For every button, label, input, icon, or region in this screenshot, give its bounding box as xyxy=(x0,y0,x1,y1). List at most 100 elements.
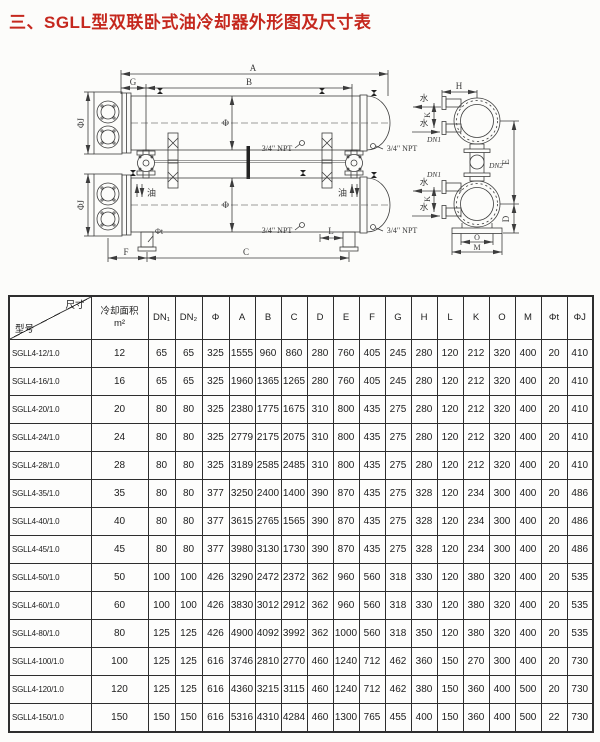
table-cell: 320 xyxy=(488,339,516,368)
dimension-phij-bottom: ΦJ xyxy=(76,173,94,237)
table-cell: 870 xyxy=(332,479,360,508)
table-cell: 3250 xyxy=(228,479,256,508)
top-cylinder: Φ xyxy=(93,88,391,155)
table-cell: 2400 xyxy=(254,479,282,508)
table-row: SGLL4-60/1.0 60 100 100 426 3830 3012 2912 362 96… xyxy=(8,591,594,620)
dimension-k: K K xyxy=(423,103,437,212)
oil-cooler-outline-drawing: A G B xyxy=(76,63,519,262)
table-cell: 435 xyxy=(358,507,386,536)
table-cell: 712 xyxy=(358,647,386,676)
dim-label-phi: Φ xyxy=(222,118,229,128)
table-cell: 1000 xyxy=(332,619,360,648)
table-cell: 45 xyxy=(90,535,149,564)
table-cell: 20 xyxy=(540,507,568,536)
table-cell: 318 xyxy=(384,591,412,620)
table-header-row: 尺寸 型号 冷却面积 m² DN₁ DN₂ Φ A B C D E F G H L K O M Φt ΦJ xyxy=(8,295,594,340)
table-cell: 410 xyxy=(566,367,594,396)
table-cell: 400 xyxy=(514,507,542,536)
table-cell: 275 xyxy=(384,507,412,536)
table-cell: 560 xyxy=(358,563,386,592)
dim-label-k: K xyxy=(423,112,432,118)
table-cell: 2372 xyxy=(280,563,308,592)
table-cell: 3746 xyxy=(228,647,256,676)
table-cell: 320 xyxy=(488,563,516,592)
dim-label-phij: ΦJ xyxy=(76,199,86,210)
table-cell: 616 xyxy=(201,703,230,733)
table-cell: 80 xyxy=(147,395,176,424)
table-cell: 150 xyxy=(436,675,464,704)
table-cell: 270 xyxy=(462,647,490,676)
table-cell: 3980 xyxy=(228,535,256,564)
table-row: SGLL4-150/1.0 150 150 150 616 5316 4310 4284 460… xyxy=(8,703,594,733)
dn1-label: DN1 xyxy=(426,170,441,179)
dim-label-b: B xyxy=(246,77,252,87)
table-cell: 275 xyxy=(384,395,412,424)
dimension-h: H xyxy=(441,81,478,98)
table-cell: 405 xyxy=(358,339,386,368)
table-cell: 1240 xyxy=(332,675,360,704)
table-cell: 400 xyxy=(514,395,542,424)
table-cell: 20 xyxy=(540,647,568,676)
table-header-cell: F xyxy=(358,295,386,340)
dim-label-m: M xyxy=(473,243,480,252)
table-cell: 80 xyxy=(174,423,203,452)
valve-left xyxy=(136,149,156,179)
table-cell: 20 xyxy=(540,563,568,592)
table-cell: 275 xyxy=(384,479,412,508)
table-cell: 360 xyxy=(462,703,490,733)
table-cell: 16 xyxy=(90,367,149,396)
table-cell: 100 xyxy=(174,591,203,620)
table-cell: 328 xyxy=(410,479,438,508)
table-cell: 380 xyxy=(462,591,490,620)
npt-labels-top: 3/4" NPT 3/4" NPT xyxy=(262,143,418,153)
table-cell: 100 xyxy=(90,647,149,676)
table-cell: 125 xyxy=(174,619,203,648)
table-cell: 400 xyxy=(514,647,542,676)
dim-label-phi: Φ xyxy=(222,200,229,210)
table-cell: 100 xyxy=(147,563,176,592)
model-cell: SGLL4-28/1.0 xyxy=(8,451,92,480)
dim-label-phit: Φt xyxy=(155,227,164,236)
table-cell: 20 xyxy=(540,675,568,704)
dimension-table: 尺寸 型号 冷却面积 m² DN₁ DN₂ Φ A B C D E F G H L K O M Φt ΦJ SGLL… xyxy=(8,295,594,733)
table-cell: 20 xyxy=(540,451,568,480)
table-cell: 318 xyxy=(384,563,412,592)
table-header-cell: DN₂ xyxy=(174,295,203,340)
table-row: SGLL4-24/1.0 24 80 80 325 2779 2175 2075 310 800 4… xyxy=(8,423,594,452)
table-cell: 426 xyxy=(201,591,230,620)
table-cell: 120 xyxy=(436,479,464,508)
table-cell: 2380 xyxy=(228,395,256,424)
table-cell: 300 xyxy=(488,647,516,676)
dn2-label: DN2 xyxy=(488,161,503,170)
table-cell: 2770 xyxy=(280,647,308,676)
table-row: SGLL4-35/1.0 35 80 80 377 3250 2400 1400 390 870 4… xyxy=(8,479,594,508)
table-cell: 486 xyxy=(566,535,594,564)
npt-plug-icon xyxy=(299,222,305,228)
table-cell: 400 xyxy=(514,479,542,508)
table-cell: 435 xyxy=(358,451,386,480)
table-row: SGLL4-40/1.0 40 80 80 377 3615 2765 1565 390 870 4… xyxy=(8,507,594,536)
table-cell: 3115 xyxy=(280,675,308,704)
table-cell: 80 xyxy=(174,451,203,480)
table-cell: 3012 xyxy=(254,591,282,620)
table-cell: 245 xyxy=(384,339,412,368)
end-view: H DN2 xyxy=(412,81,519,255)
model-cell: SGLL4-80/1.0 xyxy=(8,619,92,648)
table-cell: 325 xyxy=(201,339,230,368)
npt-label: 3/4" NPT xyxy=(387,144,418,153)
table-cell: 212 xyxy=(462,451,490,480)
dimension-phit: Φt xyxy=(147,227,164,243)
dn1-label: DN1 xyxy=(426,135,441,144)
table-cell: 426 xyxy=(201,563,230,592)
table-cell: 80 xyxy=(147,535,176,564)
table-header-cell: G xyxy=(384,295,412,340)
table-cell: 410 xyxy=(566,451,594,480)
table-row: SGLL4-12/1.0 12 65 65 325 1555 960 860 280 760 405… xyxy=(8,339,594,368)
valve-right xyxy=(344,149,364,179)
water-label: 水 xyxy=(420,93,429,103)
table-cell: 120 xyxy=(436,591,464,620)
front-view: A G B xyxy=(76,63,417,262)
table-cell: 300 xyxy=(488,535,516,564)
table-header-cell: K xyxy=(462,295,490,340)
